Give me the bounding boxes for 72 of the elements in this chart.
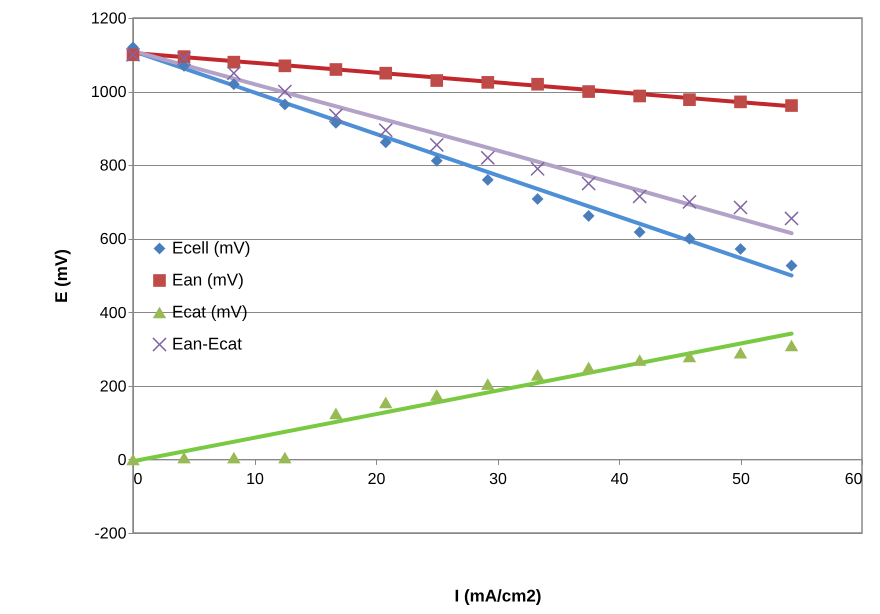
point	[684, 232, 696, 245]
point	[582, 85, 595, 98]
point	[379, 396, 392, 408]
y-axis-title: E (mV)	[52, 249, 71, 303]
x-tick-label: 50	[732, 470, 750, 488]
point	[733, 200, 748, 215]
point	[634, 226, 646, 238]
point	[682, 350, 696, 362]
legend-label: Ecell (mV)	[172, 238, 250, 258]
x-tick-label: 0	[134, 470, 142, 488]
y-tick-label: 1000	[90, 84, 127, 102]
point	[126, 454, 140, 466]
x-axis-title: I (mA/cm2)	[454, 586, 542, 606]
point	[582, 362, 596, 374]
point	[278, 84, 292, 99]
point	[683, 93, 696, 106]
x-tick-label: 10	[246, 470, 264, 488]
x-tick-label: 20	[368, 470, 386, 488]
point	[784, 340, 798, 352]
y-tick-label: -200	[94, 526, 127, 542]
point	[278, 452, 292, 464]
point	[734, 96, 747, 108]
point	[430, 74, 444, 87]
legend-label: Ean-Ecat	[172, 334, 242, 354]
point	[278, 98, 291, 110]
point	[582, 210, 595, 222]
point	[378, 123, 393, 138]
point	[786, 260, 798, 272]
point	[177, 452, 191, 464]
point	[481, 76, 494, 89]
point	[632, 354, 646, 366]
point	[328, 108, 343, 123]
point	[228, 56, 240, 68]
point	[480, 150, 495, 165]
point	[379, 66, 392, 80]
point	[380, 136, 392, 148]
point	[531, 78, 544, 91]
point	[734, 243, 746, 255]
point	[784, 211, 799, 226]
point	[481, 378, 494, 390]
point	[430, 138, 444, 152]
y-tick-label: 1200	[90, 10, 127, 28]
y-tick-label: 600	[100, 231, 127, 248]
point	[430, 389, 444, 401]
point	[632, 189, 647, 204]
point	[734, 346, 748, 359]
point	[329, 408, 343, 420]
point	[278, 59, 292, 72]
y-tick-label: 400	[100, 304, 127, 322]
x-tick-label: 40	[610, 470, 628, 488]
legend-label: Ecat (mV)	[172, 302, 248, 322]
point	[785, 99, 798, 112]
point	[633, 90, 646, 102]
point	[228, 78, 240, 90]
point	[226, 66, 241, 80]
x-tick-label: 30	[489, 470, 507, 488]
point	[530, 369, 544, 381]
point	[330, 63, 342, 76]
point	[582, 176, 596, 191]
point	[482, 174, 494, 186]
y-tick-label: 200	[100, 378, 127, 396]
point	[227, 452, 241, 464]
point	[176, 51, 192, 66]
point	[430, 154, 443, 167]
y-tick-label: 0	[118, 452, 127, 469]
y-tick-label: 800	[100, 158, 127, 175]
point	[530, 162, 545, 176]
point	[682, 194, 697, 209]
point	[532, 193, 544, 205]
x-tick-label: 60	[844, 470, 863, 488]
legend-label: Ean (mV)	[172, 270, 244, 290]
point	[330, 116, 342, 129]
